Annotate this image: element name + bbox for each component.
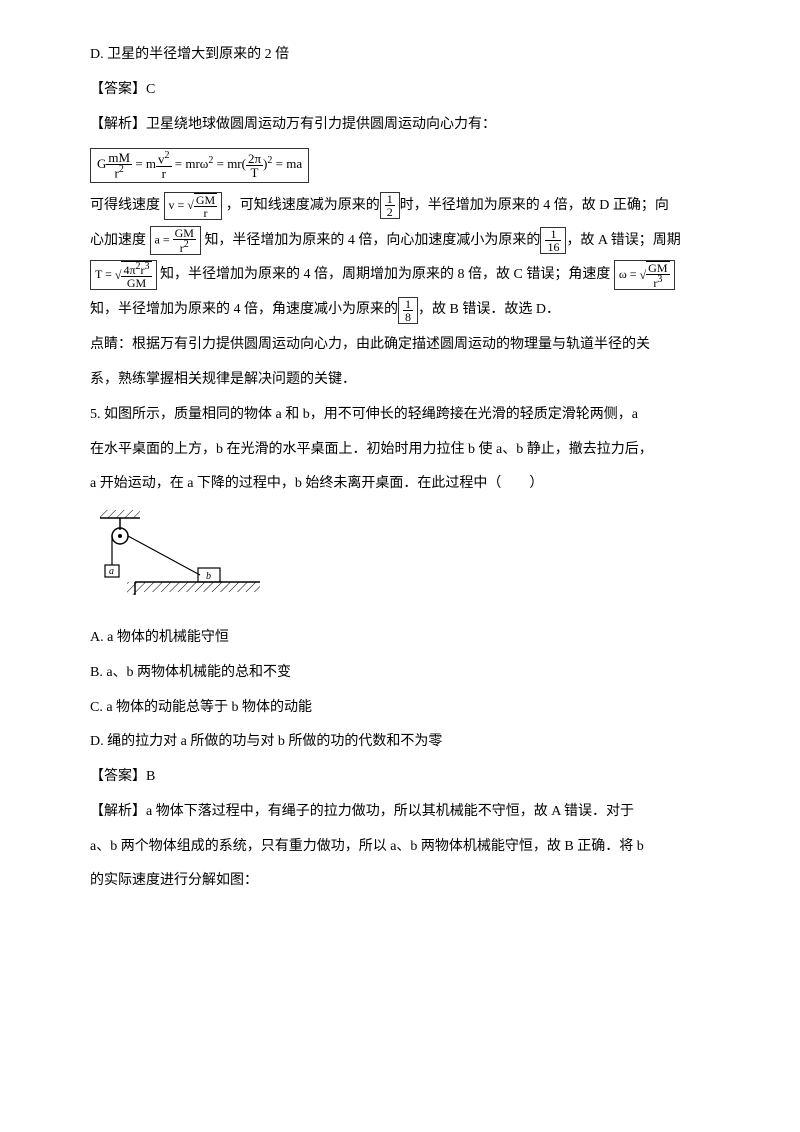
answer-label: 【答案】 (90, 82, 146, 97)
text: 知，半径增加为原来的 4 倍，角速度减小为原来的 (90, 302, 398, 317)
q4-answer-line: 【答案】C (90, 75, 710, 106)
hint-label: 点睛： (90, 337, 132, 352)
formula-omega: ω = √GMr3 (614, 260, 675, 290)
q5-option-c: C. a 物体的动能总等于 b 物体的动能 (90, 693, 710, 724)
q5-answer-line: 【答案】B (90, 762, 710, 793)
q5-stem1: 5. 如图所示，质量相同的物体 a 和 b，用不可伸长的轻绳跨接在光滑的轻质定滑… (90, 400, 710, 431)
explain-text: 卫星绕地球做圆周运动万有引力提供圆周运动向心力有： (146, 117, 496, 132)
q5-option-d: D. 绳的拉力对 a 所做的功与对 b 所做的功的代数和不为零 (90, 727, 710, 758)
q4-hint2: 系，熟练掌握相关规律是解决问题的关键． (90, 365, 710, 396)
q5-stem3: a 开始运动，在 a 下降的过程中，b 始终未离开桌面．在此过程中（ ） (90, 469, 710, 500)
q5-exp1: 【解析】a 物体下落过程中，有绳子的拉力做功，所以其机械能不守恒，故 A 错误．… (90, 797, 710, 828)
text: 知，半径增加为原来的 4 倍，向心加速度减小为原来的 (204, 233, 540, 248)
hint-text: 根据万有引力提供圆周运动向心力，由此确定描述圆周运动的物理量与轨道半径的关 (132, 337, 650, 352)
answer-value: B (146, 769, 155, 784)
q4-main-formula: GmMr2 = mv2r = mrω2 = mr(2πT)2 = ma (90, 148, 710, 182)
q5-option-a: A. a 物体的机械能守恒 (90, 623, 710, 654)
text: 心加速度 (90, 233, 146, 248)
q4-option-d: D. 卫星的半径增大到原来的 2 倍 (90, 40, 710, 71)
q5-stem2: 在水平桌面的上方，b 在光滑的水平桌面上．初始时用力拉住 b 使 a、b 静止，… (90, 435, 710, 466)
q5-diagram: a b (90, 510, 710, 613)
block-a-label: a (109, 566, 114, 577)
text: 时，半径增加为原来的 4 倍，故 D 正确；向 (400, 198, 669, 213)
frac-1-16: 116 (540, 227, 566, 254)
explain-label: 【解析】 (90, 117, 146, 132)
explain-label: 【解析】 (90, 804, 146, 819)
answer-label: 【答案】 (90, 769, 146, 784)
q5-exp3: 的实际速度进行分解如图： (90, 866, 710, 897)
frac-1-8: 18 (398, 297, 418, 324)
block-b-label: b (206, 571, 211, 582)
q4-line1: 可得线速度 v = √GMr ，可知线速度减为原来的12时，半径增加为原来的 4… (90, 191, 710, 222)
text: ，故 A 错误；周期 (566, 233, 680, 248)
q4-hint1: 点睛：根据万有引力提供圆周运动向心力，由此确定描述圆周运动的物理量与轨道半径的关 (90, 330, 710, 361)
text: 知，半径增加为原来的 4 倍，周期增加为原来的 8 倍，故 C 错误；角速度 (160, 268, 610, 283)
q5-exp2: a、b 两个物体组成的系统，只有重力做功，所以 a、b 两物体机械能守恒，故 B… (90, 832, 710, 863)
text: ，故 B 错误．故选 D． (418, 302, 560, 317)
text: ，可知线速度减为原来的 (226, 198, 380, 213)
q4-line2: 心加速度 a = GMr2 知，半径增加为原来的 4 倍，向心加速度减小为原来的… (90, 226, 710, 257)
text: 可得线速度 (90, 198, 160, 213)
q5-option-b: B. a、b 两物体机械能的总和不变 (90, 658, 710, 689)
answer-value: C (146, 82, 155, 97)
q4-explain-intro: 【解析】卫星绕地球做圆周运动万有引力提供圆周运动向心力有： (90, 110, 710, 141)
q4-line3: T = √4π2r3GM 知，半径增加为原来的 4 倍，周期增加为原来的 8 倍… (90, 260, 710, 291)
formula-t: T = √4π2r3GM (90, 260, 157, 290)
frac-1-2: 12 (380, 192, 400, 219)
formula-v: v = √GMr (164, 192, 223, 220)
explain-text: a 物体下落过程中，有绳子的拉力做功，所以其机械能不守恒，故 A 错误．对于 (146, 804, 634, 819)
formula-a: a = GMr2 (150, 226, 201, 255)
q4-line4: 知，半径增加为原来的 4 倍，角速度减小为原来的18，故 B 错误．故选 D． (90, 295, 710, 326)
